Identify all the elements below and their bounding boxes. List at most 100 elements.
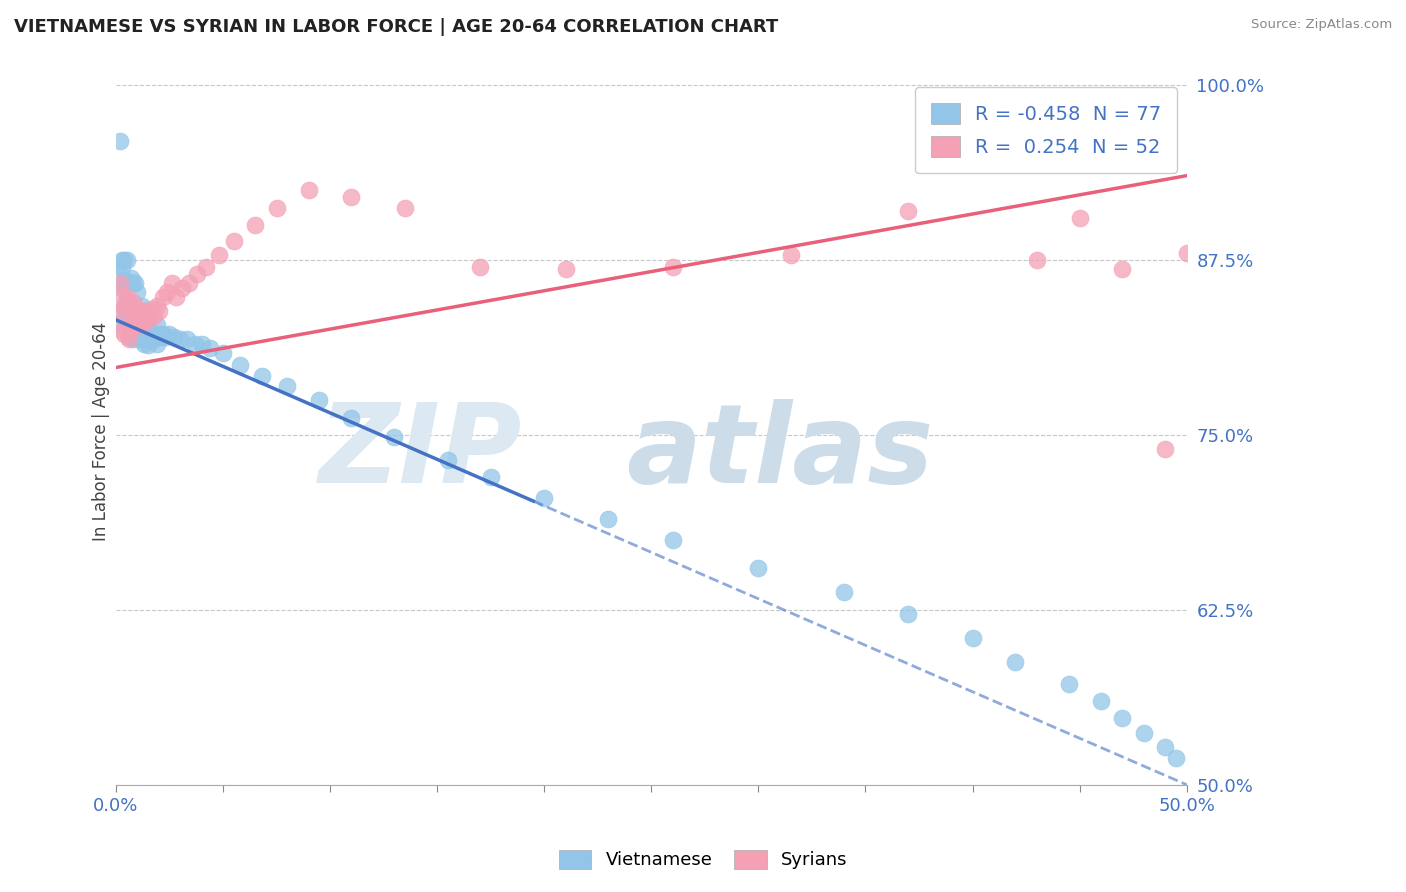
Point (1133, 726, 1156, 740)
Point (128, 304, 150, 318)
Point (122, 318, 145, 333)
Point (111, 281, 134, 295)
Point (1057, 677, 1080, 691)
Point (298, 183, 321, 197)
Point (437, 453, 460, 467)
Point (139, 333, 162, 347)
Point (661, 533, 683, 547)
Point (148, 304, 170, 318)
Point (131, 318, 153, 333)
Point (120, 326, 142, 341)
Point (1154, 739, 1177, 754)
Point (122, 309, 145, 323)
Point (897, 607, 920, 621)
Point (135, 304, 157, 318)
Point (1111, 710, 1133, 724)
Point (152, 326, 174, 341)
Point (176, 333, 198, 347)
Point (1025, 252, 1047, 267)
Point (172, 281, 194, 295)
Point (136, 313, 159, 327)
Point (177, 277, 200, 291)
Point (118, 304, 141, 318)
Legend: Vietnamese, Syrians: Vietnamese, Syrians (550, 840, 856, 879)
Point (122, 294, 145, 309)
Y-axis label: In Labor Force | Age 20-64: In Labor Force | Age 20-64 (93, 322, 110, 541)
Point (382, 430, 405, 444)
Point (1004, 655, 1026, 669)
Point (107, 260, 129, 274)
Point (143, 309, 166, 323)
Text: VIETNAMESE VS SYRIAN IN LABOR FORCE | AGE 20-64 CORRELATION CHART: VIETNAMESE VS SYRIAN IN LABOR FORCE | AG… (14, 18, 779, 36)
Point (468, 260, 491, 274)
Point (118, 277, 141, 291)
Point (1164, 751, 1187, 765)
Point (276, 378, 298, 392)
Point (165, 290, 187, 304)
Point (111, 260, 134, 274)
Point (141, 326, 163, 341)
Point (747, 560, 769, 574)
Point (308, 392, 330, 407)
Point (127, 301, 149, 316)
Point (198, 341, 221, 355)
Point (394, 201, 416, 215)
Point (131, 299, 153, 313)
Point (118, 329, 141, 343)
Point (661, 260, 683, 274)
Point (229, 358, 252, 372)
Point (124, 313, 146, 327)
Point (127, 318, 149, 333)
Point (598, 512, 620, 526)
Point (114, 252, 136, 267)
Point (243, 218, 266, 232)
Point (169, 333, 191, 347)
Point (122, 277, 145, 291)
Point (120, 271, 142, 285)
Point (159, 326, 181, 341)
Point (128, 313, 150, 327)
Point (108, 277, 131, 291)
Point (340, 189, 363, 203)
Point (107, 304, 129, 318)
Point (149, 329, 172, 343)
Point (124, 277, 146, 291)
Point (114, 274, 136, 288)
Point (111, 287, 134, 301)
Point (340, 410, 363, 425)
Point (1175, 245, 1198, 260)
Point (135, 333, 157, 347)
Point (132, 336, 155, 351)
Point (135, 313, 157, 327)
Point (111, 252, 134, 267)
Point (118, 301, 141, 316)
Point (1111, 262, 1133, 277)
Legend: R = -0.458  N = 77, R =  0.254  N = 52: R = -0.458 N = 77, R = 0.254 N = 52 (915, 87, 1177, 172)
Point (184, 336, 207, 351)
Point (136, 307, 159, 321)
Point (186, 267, 208, 281)
Point (533, 491, 555, 505)
Point (962, 631, 984, 645)
Point (897, 203, 920, 218)
Point (145, 299, 167, 313)
Point (250, 368, 273, 383)
Point (1069, 211, 1091, 225)
Point (115, 252, 138, 267)
Point (120, 299, 142, 313)
Point (124, 326, 146, 341)
Point (132, 309, 155, 323)
Point (222, 235, 245, 249)
Text: ZIP: ZIP (319, 399, 523, 506)
Point (554, 262, 576, 277)
Point (145, 336, 167, 351)
Point (108, 134, 131, 148)
Point (832, 584, 855, 599)
Point (779, 248, 801, 262)
Point (143, 333, 166, 347)
Point (153, 329, 176, 343)
Point (212, 346, 235, 360)
Point (160, 277, 183, 291)
Point (163, 329, 186, 343)
Text: Source: ZipAtlas.com: Source: ZipAtlas.com (1251, 18, 1392, 31)
